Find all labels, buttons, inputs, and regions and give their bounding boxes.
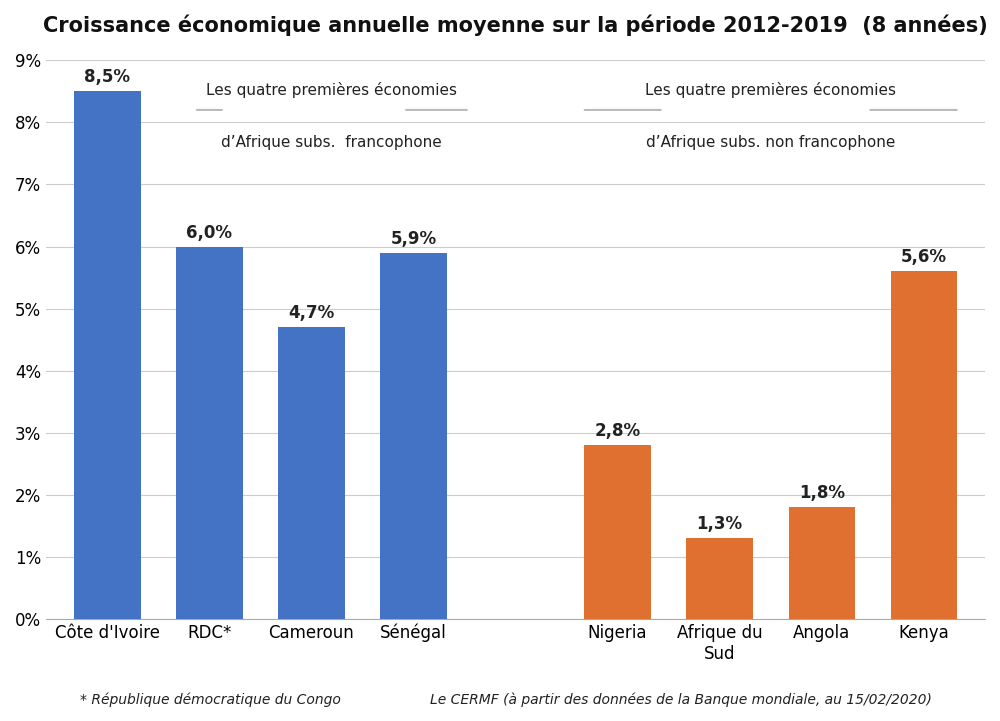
Text: 5,6%: 5,6% xyxy=(901,249,947,267)
Text: d’Afrique subs.  francophone: d’Afrique subs. francophone xyxy=(221,135,442,150)
Bar xyxy=(176,247,243,619)
Bar xyxy=(789,508,855,619)
Bar xyxy=(686,539,753,619)
Text: 5,9%: 5,9% xyxy=(390,230,437,248)
Text: 8,5%: 8,5% xyxy=(84,68,130,87)
Bar xyxy=(584,446,651,619)
Bar xyxy=(891,271,957,619)
Text: 4,7%: 4,7% xyxy=(288,304,335,322)
Text: Les quatre premières économies: Les quatre premières économies xyxy=(206,81,457,97)
Text: Le CERMF (à partir des données de la Banque mondiale, au 15/02/2020): Le CERMF (à partir des données de la Ban… xyxy=(430,692,932,707)
Bar xyxy=(74,92,141,619)
Bar xyxy=(278,327,345,619)
Text: Les quatre premières économies: Les quatre premières économies xyxy=(645,81,896,97)
Text: * République démocratique du Congo: * République démocratique du Congo xyxy=(80,692,341,707)
Text: 1,3%: 1,3% xyxy=(697,516,743,534)
Text: 1,8%: 1,8% xyxy=(799,485,845,503)
Title: Croissance économique annuelle moyenne sur la période 2012-2019  (8 années): Croissance économique annuelle moyenne s… xyxy=(43,15,988,37)
Bar xyxy=(380,253,447,619)
Text: 6,0%: 6,0% xyxy=(186,224,232,242)
Text: d’Afrique subs. non francophone: d’Afrique subs. non francophone xyxy=(646,135,895,150)
Text: 2,8%: 2,8% xyxy=(595,423,641,441)
